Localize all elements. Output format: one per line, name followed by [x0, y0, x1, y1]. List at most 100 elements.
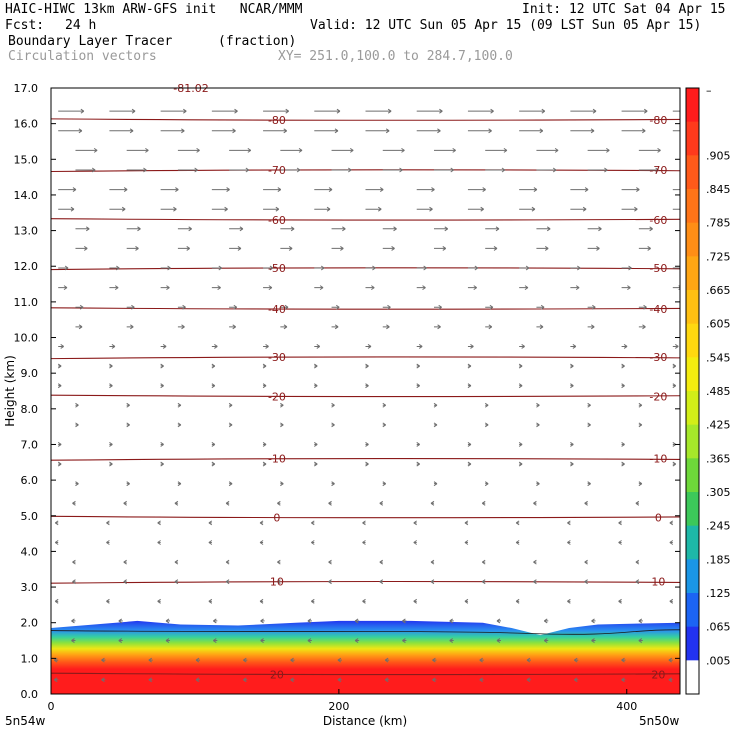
vector-arrow: [177, 245, 190, 251]
contour-labels: 20 20 10 10 0 0 -10 -10 -20 -20 -30 -30 -40 -40 -50 -50…: [268, 114, 667, 681]
vector-arrow: [481, 579, 486, 585]
circulation-vectors: [53, 108, 680, 683]
colorbar-label: .125: [706, 587, 731, 600]
vector-arrow: [433, 167, 454, 173]
vector-arrow: [71, 638, 76, 643]
vector-arrow: [314, 265, 325, 271]
vector-arrow: [638, 422, 643, 428]
vector-arrow: [672, 110, 680, 112]
vector-arrow: [365, 461, 369, 467]
left-endpoint: 5n54w: [5, 714, 46, 728]
vector-arrow: [165, 638, 171, 643]
vector-arrow: [485, 324, 493, 330]
vector-arrow: [314, 187, 333, 193]
vector-arrow: [669, 540, 674, 545]
vector-arrow: [584, 579, 588, 585]
colorbar-swatch: [686, 492, 699, 527]
vector-arrow: [328, 500, 332, 506]
colorbar-swatch: [686, 424, 699, 459]
vector-arrow: [101, 677, 106, 683]
vector-arrow: [228, 402, 233, 408]
vector-arrow: [567, 520, 571, 526]
temperature-contour: [51, 394, 680, 398]
vector-arrow: [53, 677, 59, 683]
vector-arrow: [416, 265, 427, 271]
vector-arrow: [211, 461, 216, 467]
vector-arrow: [672, 344, 679, 349]
colorbar-swatch: [686, 222, 699, 257]
y-tick-label: 9.0: [21, 367, 39, 380]
vector-arrow: [416, 285, 426, 291]
contour-label: -20: [268, 390, 286, 403]
vector-arrow: [515, 520, 520, 526]
vector-arrow: [485, 147, 508, 153]
vector-arrow: [384, 657, 390, 663]
colorbar-label: .305: [706, 486, 731, 499]
vector-arrow: [484, 402, 489, 408]
vector-arrow: [485, 167, 506, 173]
vector-arrow: [290, 677, 295, 683]
vector-arrow: [228, 481, 233, 487]
vector-arrow: [71, 618, 76, 624]
vector-arrow: [365, 344, 372, 349]
vector-arrow: [382, 304, 391, 310]
vector-arrow: [467, 187, 486, 193]
vector-arrow: [464, 540, 469, 545]
contour-label: -80: [268, 114, 286, 127]
tracer-field: [51, 620, 680, 694]
cross-section-endpoints: XY= 251.0,100.0 to 284.7,100.0: [278, 49, 513, 64]
contour-label: -70: [649, 164, 667, 177]
vector-arrow: [519, 187, 538, 193]
x-tick-label: 0: [48, 700, 55, 713]
vector-arrow: [262, 442, 267, 447]
vector-arrow: [280, 147, 303, 153]
vector-arrow: [587, 402, 591, 408]
vector-arrow: [126, 481, 130, 487]
vector-arrow: [311, 520, 315, 526]
vector-arrow: [672, 363, 677, 369]
vector-arrow: [160, 461, 164, 467]
y-tick-label: 3.0: [21, 581, 39, 594]
vector-arrow: [402, 638, 407, 643]
vector-arrow: [157, 598, 161, 604]
vector-arrow: [354, 618, 360, 624]
vector-arrow: [543, 638, 549, 643]
vector-arrow: [638, 226, 653, 232]
vector-arrow: [328, 559, 332, 565]
vector-arrow: [433, 422, 438, 428]
vector-arrow: [587, 422, 591, 428]
colorbar-swatch: [686, 256, 699, 291]
vector-arrow: [177, 226, 192, 232]
vector-arrow: [515, 540, 520, 545]
vector-arrow: [432, 657, 437, 663]
vector-arrow: [177, 481, 182, 487]
vector-arrow: [668, 677, 673, 683]
contour-label: -50: [649, 262, 667, 275]
vector-arrow: [672, 130, 680, 132]
vector-arrow: [519, 265, 530, 271]
vector-arrow: [518, 461, 523, 467]
vector-arrow: [467, 344, 474, 349]
y-tick-label: 11.0: [14, 296, 39, 309]
vector-arrow: [57, 363, 62, 369]
colorbar-swatch: [686, 357, 699, 392]
vector-arrow: [259, 540, 264, 545]
vector-arrow: [669, 520, 674, 526]
colorbar-label: .725: [706, 250, 731, 263]
vector-arrow: [638, 304, 647, 310]
vector-arrow: [75, 304, 84, 310]
vector-arrow: [573, 677, 579, 683]
vector-arrow: [570, 344, 577, 349]
vector-arrow: [570, 363, 574, 369]
vector-arrow: [123, 579, 127, 585]
vector-arrow: [515, 598, 520, 604]
vector-arrow: [496, 618, 501, 624]
vector-arrow: [591, 618, 596, 624]
vector-arrow: [311, 540, 315, 545]
vector-arrow: [570, 461, 574, 467]
vector-arrow: [72, 559, 76, 565]
vector-arrow: [331, 481, 335, 487]
vector-arrow: [430, 579, 435, 585]
colorbar-label: .485: [706, 385, 731, 398]
temperature-contour: [51, 169, 680, 173]
